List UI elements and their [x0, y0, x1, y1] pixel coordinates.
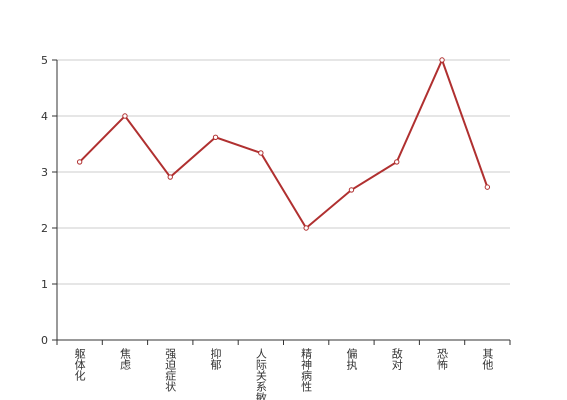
y-tick-label: 1	[41, 278, 48, 291]
line	[78, 57, 489, 230]
y-tick-label: 2	[41, 222, 48, 235]
point	[258, 150, 264, 156]
y-tick-label: 4	[41, 110, 48, 123]
point	[303, 225, 309, 231]
x-tick-label: 精神病性	[300, 348, 313, 393]
y-tick-label: 5	[41, 54, 48, 67]
x-tick-label: 人际关系敏感	[254, 348, 267, 400]
x-tick-label: 其他	[481, 348, 494, 370]
x-tick-label: 强迫症状	[164, 348, 177, 392]
point	[76, 159, 83, 165]
x-tick-label: 焦虑	[118, 348, 131, 370]
x-tick-label: 偏执	[345, 347, 358, 371]
point	[122, 113, 128, 119]
x-tick-label: 敌对	[390, 347, 403, 370]
point	[212, 134, 219, 140]
x-tick-label: 抑郁	[209, 347, 222, 370]
point	[348, 187, 355, 193]
point	[167, 174, 173, 180]
point	[439, 57, 445, 63]
y-tick-label: 0	[41, 334, 48, 347]
y-tick-label: 3	[41, 166, 48, 179]
point	[394, 159, 400, 165]
x-tick-label: 恐怖	[436, 348, 449, 370]
x-tick-label: 躯体化	[73, 348, 86, 382]
point	[484, 184, 491, 190]
